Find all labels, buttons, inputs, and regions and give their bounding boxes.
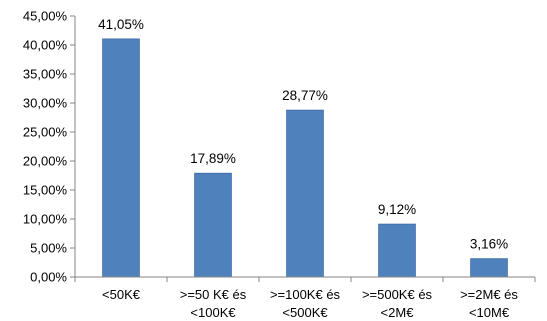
x-tick-label-line: >=100K€ és [270,287,341,302]
x-tick-label: >=500K€ és <2M€ [362,287,433,320]
x-tick-label-line: >=50 K€ és [180,287,247,302]
x-tick-label: >=100K€ és <500K€ [270,287,341,320]
bar [102,38,140,278]
bar [470,258,508,278]
y-tick-label: 40,00% [23,38,68,53]
bar [194,172,232,278]
axes [74,16,536,282]
x-tick-label-line: >=2M€ és [460,287,518,302]
x-tick-label-line: <50K€ [102,287,141,302]
y-tick-label: 20,00% [23,154,68,169]
y-tick-label: 0,00% [30,270,67,285]
y-tick-label: 25,00% [23,125,68,140]
y-tick-label: 30,00% [23,96,68,111]
y-tick-label: 35,00% [23,67,68,82]
data-label: 17,89% [190,151,236,166]
x-tick-label-line: <2M€ [381,305,415,320]
x-tick-label: >=50 K€ és <100K€ [180,287,247,320]
y-tick-label: 5,00% [30,241,67,256]
data-label: 3,16% [470,237,508,252]
x-tick-label-line: <10M€ [469,305,510,320]
data-label: 28,77% [282,88,328,103]
bars-group: 41,05% 17,89% 28,77% 9,12% 3,16% [98,17,508,278]
y-axis: 0,00% 5,00% 10,00% 15,00% 20,00% 25,00% 30,00%… [23,9,75,285]
x-tick-label-line: <100K€ [190,305,236,320]
y-tick-label: 15,00% [23,183,68,198]
x-axis: <50K€ >=50 K€ és <100K€ >=100K€ és <500K€ >=5… [102,287,518,320]
y-tick-label: 10,00% [23,212,68,227]
x-tick-label: >=2M€ és <10M€ [460,287,518,320]
x-tick-label-line: >=500K€ és [362,287,433,302]
y-tick-label: 45,00% [23,9,68,24]
bar [286,109,324,278]
bar [378,223,416,278]
x-tick-label: <50K€ [102,287,141,302]
data-label: 9,12% [378,202,416,217]
x-tick-label-line: <500K€ [282,305,328,320]
data-label: 41,05% [98,17,144,32]
